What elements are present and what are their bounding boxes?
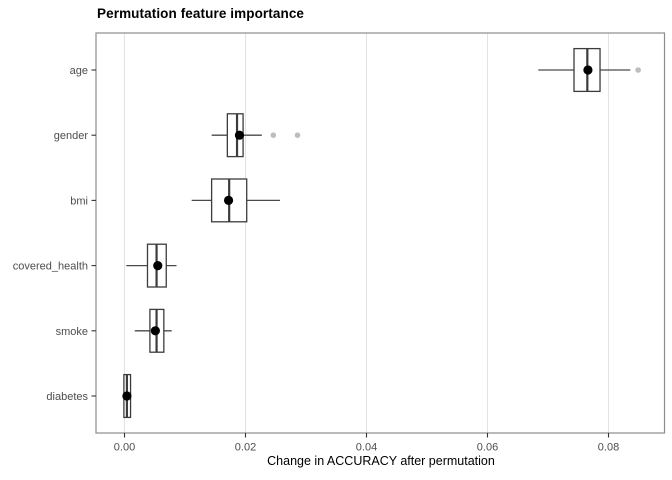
outlier-gender-0: [270, 132, 277, 138]
y-tick-label-bmi: bmi: [70, 195, 88, 207]
y-tick-label-covered_health: covered_health: [13, 261, 88, 273]
panel-border: [95, 32, 666, 434]
x-tick-label-0.04: 0.04: [356, 442, 377, 454]
panel-background: [96, 33, 665, 433]
y-tick-label-gender: gender: [54, 130, 89, 142]
x-tick-label-0.00: 0.00: [114, 442, 135, 454]
outlier-age-0: [635, 67, 641, 73]
mean-dot-smoke: [150, 326, 160, 336]
x-tick-label-0.08: 0.08: [598, 442, 619, 454]
mean-dot-age: [583, 65, 593, 75]
mean-dot-diabetes: [122, 391, 132, 401]
mean-dot-covered_health: [153, 261, 163, 271]
y-tick-label-diabetes: diabetes: [46, 391, 88, 403]
x-axis-title: Change in ACCURACY after permutation: [267, 454, 495, 468]
chart-title: Permutation feature importance: [97, 6, 305, 21]
x-tick-label-0.06: 0.06: [477, 442, 498, 454]
mean-dot-gender: [234, 130, 245, 140]
y-tick-label-age: age: [70, 65, 88, 77]
y-tick-label-smoke: smoke: [56, 326, 88, 338]
outlier-gender-1: [294, 132, 301, 138]
x-tick-label-0.02: 0.02: [235, 442, 256, 454]
mean-dot-bmi: [223, 195, 234, 205]
